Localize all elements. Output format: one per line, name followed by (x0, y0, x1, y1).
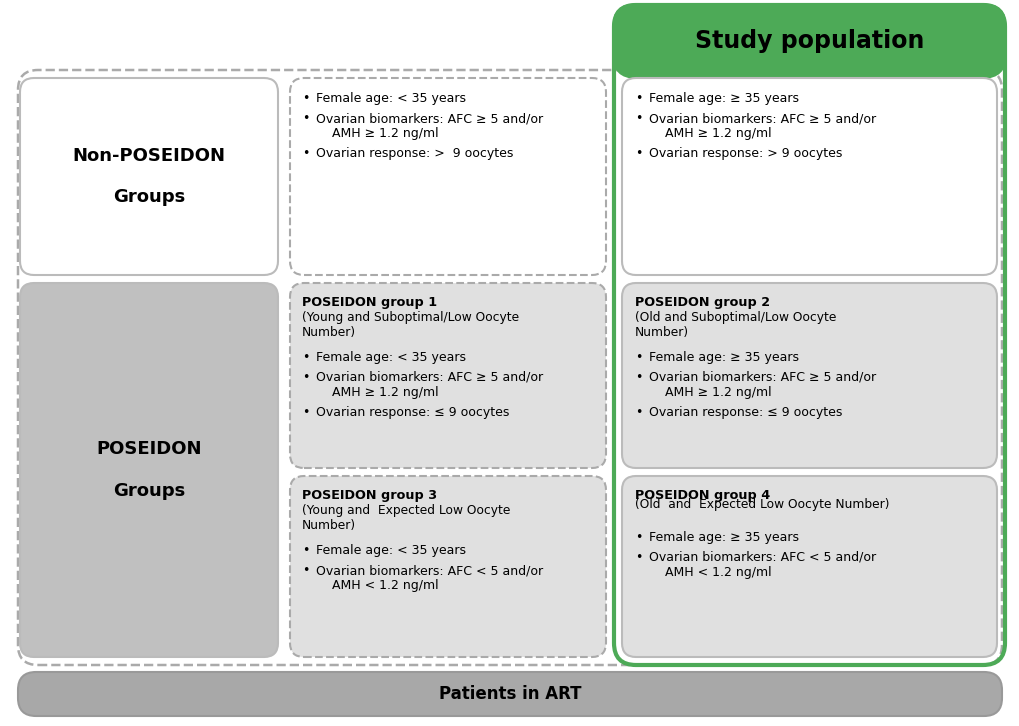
FancyBboxPatch shape (18, 672, 1001, 716)
Text: Female age: ≥ 35 years: Female age: ≥ 35 years (648, 351, 798, 364)
Text: AMH < 1.2 ng/ml: AMH < 1.2 ng/ml (316, 579, 438, 592)
Text: •: • (635, 92, 642, 105)
FancyBboxPatch shape (622, 283, 996, 468)
Text: Ovarian response: ≤ 9 oocytes: Ovarian response: ≤ 9 oocytes (648, 406, 842, 419)
Text: Ovarian biomarkers: AFC ≥ 5 and/or: Ovarian biomarkers: AFC ≥ 5 and/or (316, 371, 542, 384)
Text: Female age: ≥ 35 years: Female age: ≥ 35 years (648, 531, 798, 544)
Text: Ovarian response: > 9 oocytes: Ovarian response: > 9 oocytes (648, 147, 842, 160)
Text: (Young and  Expected Low Oocyte
Number): (Young and Expected Low Oocyte Number) (302, 504, 510, 532)
FancyBboxPatch shape (289, 283, 605, 468)
FancyBboxPatch shape (289, 78, 605, 275)
Text: POSEIDON group 2: POSEIDON group 2 (635, 296, 769, 309)
Text: POSEIDON

Groups: POSEIDON Groups (96, 440, 202, 499)
FancyBboxPatch shape (613, 5, 1004, 77)
Text: •: • (302, 544, 309, 557)
Text: (Young and Suboptimal/Low Oocyte
Number): (Young and Suboptimal/Low Oocyte Number) (302, 311, 519, 339)
FancyBboxPatch shape (622, 78, 996, 275)
Text: •: • (635, 112, 642, 125)
FancyBboxPatch shape (20, 78, 278, 275)
Text: (Old  and  Expected Low Oocyte Number): (Old and Expected Low Oocyte Number) (635, 498, 889, 511)
Text: Ovarian response: >  9 oocytes: Ovarian response: > 9 oocytes (316, 147, 513, 160)
Text: Study population: Study population (694, 29, 923, 53)
Text: AMH ≥ 1.2 ng/ml: AMH ≥ 1.2 ng/ml (316, 386, 438, 399)
Text: Female age: < 35 years: Female age: < 35 years (316, 544, 466, 557)
Text: •: • (635, 371, 642, 384)
Text: Female age: < 35 years: Female age: < 35 years (316, 351, 466, 364)
Text: •: • (302, 112, 309, 125)
Text: Ovarian biomarkers: AFC ≥ 5 and/or: Ovarian biomarkers: AFC ≥ 5 and/or (648, 371, 875, 384)
Text: POSEIDON group 1: POSEIDON group 1 (302, 296, 437, 309)
Text: •: • (635, 531, 642, 544)
FancyBboxPatch shape (289, 476, 605, 657)
Text: Ovarian biomarkers: AFC < 5 and/or: Ovarian biomarkers: AFC < 5 and/or (648, 551, 875, 564)
Text: Patients in ART: Patients in ART (438, 685, 581, 703)
Text: •: • (302, 92, 309, 105)
Text: Non-POSEIDON

Groups: Non-POSEIDON Groups (72, 147, 225, 206)
Text: •: • (302, 147, 309, 160)
Text: •: • (302, 406, 309, 419)
Text: POSEIDON group 3: POSEIDON group 3 (302, 489, 437, 502)
Text: AMH ≥ 1.2 ng/ml: AMH ≥ 1.2 ng/ml (316, 127, 438, 140)
Text: Ovarian biomarkers: AFC < 5 and/or: Ovarian biomarkers: AFC < 5 and/or (316, 564, 542, 577)
FancyBboxPatch shape (20, 283, 278, 657)
Text: (Old and Suboptimal/Low Oocyte
Number): (Old and Suboptimal/Low Oocyte Number) (635, 311, 836, 339)
Text: Female age: < 35 years: Female age: < 35 years (316, 92, 466, 105)
Text: Ovarian biomarkers: AFC ≥ 5 and/or: Ovarian biomarkers: AFC ≥ 5 and/or (648, 112, 875, 125)
Text: Female age: ≥ 35 years: Female age: ≥ 35 years (648, 92, 798, 105)
Text: •: • (635, 551, 642, 564)
Text: •: • (635, 406, 642, 419)
Text: AMH ≥ 1.2 ng/ml: AMH ≥ 1.2 ng/ml (648, 386, 770, 399)
Text: •: • (302, 371, 309, 384)
Text: •: • (635, 351, 642, 364)
Text: Ovarian response: ≤ 9 oocytes: Ovarian response: ≤ 9 oocytes (316, 406, 508, 419)
Text: •: • (302, 564, 309, 577)
Text: AMH < 1.2 ng/ml: AMH < 1.2 ng/ml (648, 566, 770, 579)
FancyBboxPatch shape (622, 476, 996, 657)
Text: •: • (302, 351, 309, 364)
Text: AMH ≥ 1.2 ng/ml: AMH ≥ 1.2 ng/ml (648, 127, 770, 140)
Text: Ovarian biomarkers: AFC ≥ 5 and/or: Ovarian biomarkers: AFC ≥ 5 and/or (316, 112, 542, 125)
Text: •: • (635, 147, 642, 160)
Text: POSEIDON group 4: POSEIDON group 4 (635, 489, 769, 502)
